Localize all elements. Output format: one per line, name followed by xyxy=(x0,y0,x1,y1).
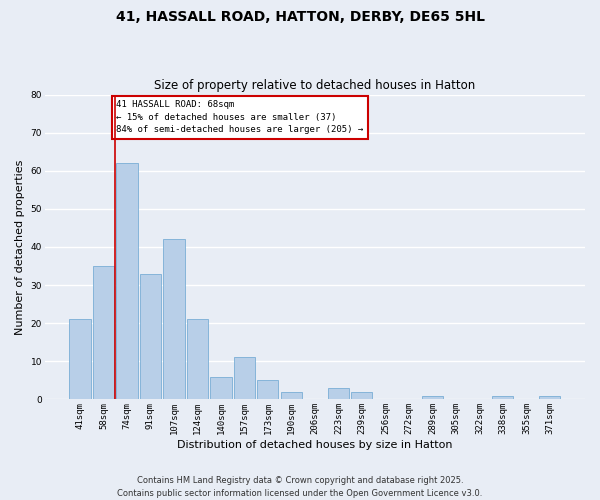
Bar xyxy=(539,396,560,400)
Bar xyxy=(93,266,114,400)
Bar xyxy=(140,274,161,400)
Bar xyxy=(234,358,255,400)
Text: Contains HM Land Registry data © Crown copyright and database right 2025.
Contai: Contains HM Land Registry data © Crown c… xyxy=(118,476,482,498)
Text: 41 HASSALL ROAD: 68sqm
← 15% of detached houses are smaller (37)
84% of semi-det: 41 HASSALL ROAD: 68sqm ← 15% of detached… xyxy=(116,100,364,134)
X-axis label: Distribution of detached houses by size in Hatton: Distribution of detached houses by size … xyxy=(177,440,452,450)
Bar xyxy=(422,396,443,400)
Bar xyxy=(211,376,232,400)
Bar xyxy=(352,392,373,400)
Bar xyxy=(163,240,185,400)
Bar xyxy=(70,320,91,400)
Y-axis label: Number of detached properties: Number of detached properties xyxy=(15,160,25,334)
Text: 41, HASSALL ROAD, HATTON, DERBY, DE65 5HL: 41, HASSALL ROAD, HATTON, DERBY, DE65 5H… xyxy=(115,10,485,24)
Title: Size of property relative to detached houses in Hatton: Size of property relative to detached ho… xyxy=(154,79,476,92)
Bar xyxy=(116,163,137,400)
Bar xyxy=(257,380,278,400)
Bar xyxy=(493,396,514,400)
Bar xyxy=(187,320,208,400)
Bar xyxy=(328,388,349,400)
Bar xyxy=(281,392,302,400)
